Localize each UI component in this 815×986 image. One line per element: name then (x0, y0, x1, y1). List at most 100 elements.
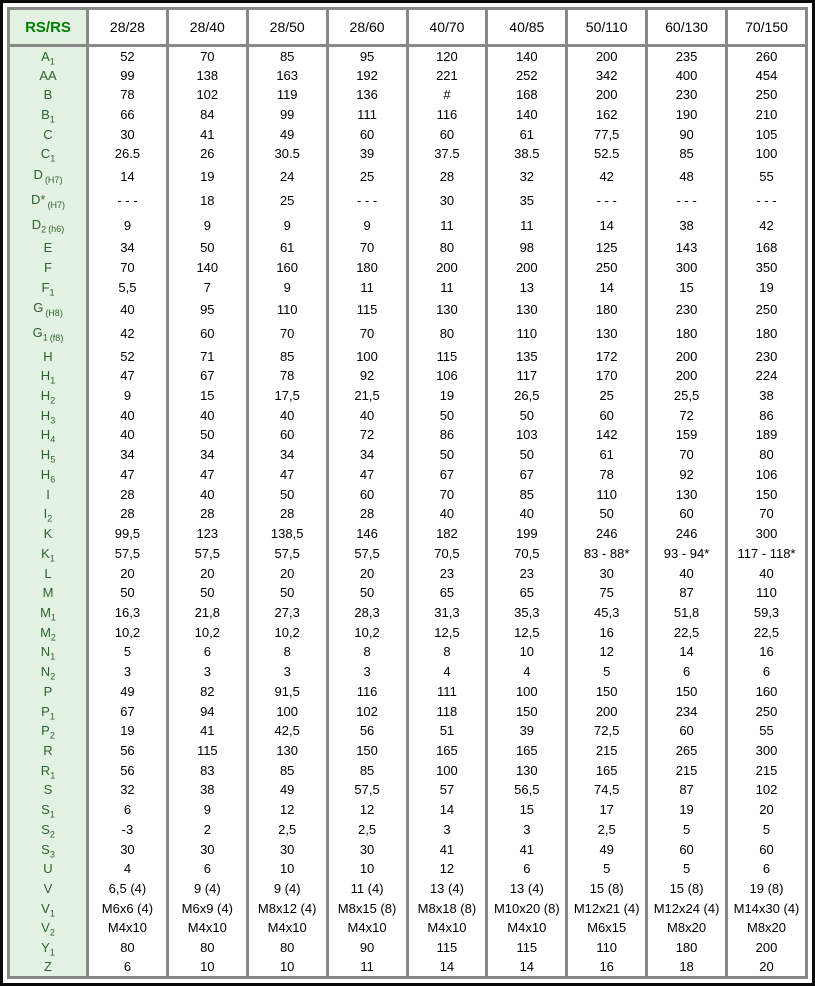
value-cell: 70,5 (486, 543, 569, 564)
table-row-s3: S3 30 30 30 30 41 41 49 60 60 (8, 839, 807, 859)
value-cell: 13 (486, 277, 569, 297)
value-cell: 100 (486, 681, 569, 702)
value-cell: M4x10 (167, 918, 249, 938)
table-row-k: K 99,5 123 138,5 146 182 199 246 246 300 (8, 523, 807, 544)
table-row-i: I 28 40 50 60 70 85 110 130 150 (8, 484, 807, 504)
value-cell: 40 (167, 484, 249, 504)
value-cell: 49 (247, 124, 329, 145)
value-cell: 27,3 (247, 602, 329, 623)
value-cell: 34 (167, 444, 249, 465)
value-cell: 106 (407, 365, 489, 386)
value-cell: 15 (8) (646, 878, 728, 899)
value-cell: 100 (755, 146, 778, 162)
value-cell: 118 (407, 701, 489, 721)
value-cell: 19 (87, 720, 169, 741)
value-cell: 12,5 (407, 622, 489, 643)
value-cell: 143 (646, 237, 728, 258)
row-label-h1: H1 (8, 365, 89, 386)
value-cell: 87 (646, 780, 728, 800)
value-cell: 400 (646, 65, 728, 85)
value-cell: 115 (407, 937, 489, 958)
value-cell: 224 (755, 368, 778, 384)
value-cell: 57,5 (87, 543, 169, 564)
value-cell: 110 (486, 321, 569, 347)
value-cell: 28 (327, 504, 409, 524)
value-cell: 34 (327, 444, 409, 465)
value-cell: 16,3 (87, 602, 169, 623)
value-cell: 52.5 (566, 144, 649, 164)
value-cell: 9 (247, 213, 329, 238)
value-cell: 40 (407, 504, 489, 524)
value-cell: 20 (167, 563, 249, 583)
value-cell: 80 (167, 937, 249, 958)
value-cell: 50 (247, 582, 329, 603)
value-cell: 3 (247, 661, 329, 682)
value-cell: 9 (167, 213, 249, 238)
value-cell: 190 (646, 104, 728, 125)
value-cell: 300 (755, 526, 778, 542)
table-row-c: C 30 41 49 60 60 61 77,5 90 105 (8, 124, 807, 145)
table-row-s1: S1 6 9 12 12 14 15 17 19 20 (8, 799, 807, 820)
value-cell: 90 (327, 937, 409, 958)
value-cell: 39 (486, 720, 569, 741)
value-cell: 65 (486, 582, 569, 603)
value-cell: 56 (327, 720, 409, 741)
value-cell: 41 (167, 720, 249, 741)
value-cell: 130 (486, 760, 569, 781)
value-cell: 115 (407, 346, 489, 366)
value-cell: 34 (87, 237, 169, 258)
value-cell: 49 (566, 839, 649, 859)
value-cell: 16 (759, 644, 774, 660)
value-cell: 26,5 (486, 385, 569, 406)
column-header-70-150: 70/150 (726, 8, 807, 47)
value-cell: M4x10 (327, 918, 409, 938)
value-cell: 30 (407, 188, 489, 214)
value-cell: 60 (646, 839, 728, 859)
value-cell: 85 (486, 484, 569, 504)
value-cell: 47 (87, 464, 169, 485)
value-cell: 25 (327, 163, 409, 189)
value-cell: 52 (87, 346, 169, 366)
value-cell: 10 (327, 858, 409, 879)
value-cell: -3 (87, 819, 169, 840)
value-cell: 100 (407, 760, 489, 781)
row-label-m2: M2 (8, 622, 89, 643)
value-cell: 55 (759, 168, 774, 184)
value-cell: 110 (247, 296, 329, 322)
value-cell: 34 (247, 444, 329, 465)
value-cell: 2 (167, 819, 249, 840)
value-cell: 11 (407, 213, 489, 238)
value-cell: 300 (755, 742, 778, 758)
value-cell: 50 (87, 582, 169, 603)
value-cell: 246 (646, 523, 728, 544)
value-cell: 66 (87, 104, 169, 125)
value-cell: 199 (486, 523, 569, 544)
value-cell: 57 (407, 780, 489, 800)
value-cell: 250 (755, 703, 778, 719)
value-cell: 19 (8) (749, 881, 784, 897)
row-label-b: B (8, 84, 89, 105)
row-label-k1: K1 (8, 543, 89, 564)
value-cell: 15 (646, 277, 728, 297)
value-cell: 92 (327, 365, 409, 386)
value-cell: 61 (566, 444, 649, 465)
table-row-s: S 32 38 49 57,5 57 56,5 74,5 87 102 (8, 780, 807, 800)
table-row-a1: A1 52 70 85 95 120 140 200 235 260 (8, 45, 807, 66)
row-label-u: U (8, 858, 89, 879)
value-cell: 117 (486, 365, 569, 386)
value-cell: 40 (87, 425, 169, 445)
value-cell: 16 (566, 957, 649, 978)
table-row-h6: H6 47 47 47 47 67 67 78 92 106 (8, 464, 807, 485)
table-row-m: M 50 50 50 50 65 65 75 87 110 (8, 582, 807, 603)
row-label-f: F (8, 257, 89, 278)
value-cell: 117 - 118* (737, 545, 796, 561)
value-cell: 20 (327, 563, 409, 583)
value-cell: 26.5 (87, 144, 169, 164)
value-cell: 6 (646, 661, 728, 682)
value-cell: 8 (407, 642, 489, 662)
value-cell: 28,3 (327, 602, 409, 623)
value-cell: M8x20 (746, 920, 787, 936)
value-cell: M8x15 (8) (327, 898, 409, 919)
value-cell: 60 (566, 405, 649, 426)
table-row-y1: Y1 80 80 80 90 115 115 110 180 200 (8, 937, 807, 958)
